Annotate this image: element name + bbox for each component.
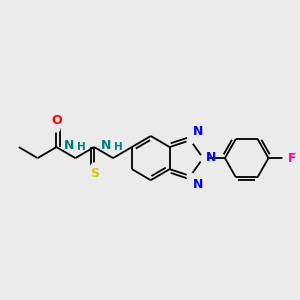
Text: N: N	[193, 178, 203, 191]
Text: H: H	[77, 142, 85, 152]
Text: H: H	[115, 142, 123, 152]
Text: N: N	[64, 139, 74, 152]
Text: S: S	[90, 167, 99, 180]
Text: F: F	[288, 152, 296, 165]
Text: N: N	[101, 139, 112, 152]
Text: N: N	[206, 151, 216, 164]
Text: O: O	[51, 114, 62, 127]
Text: N: N	[193, 125, 203, 139]
